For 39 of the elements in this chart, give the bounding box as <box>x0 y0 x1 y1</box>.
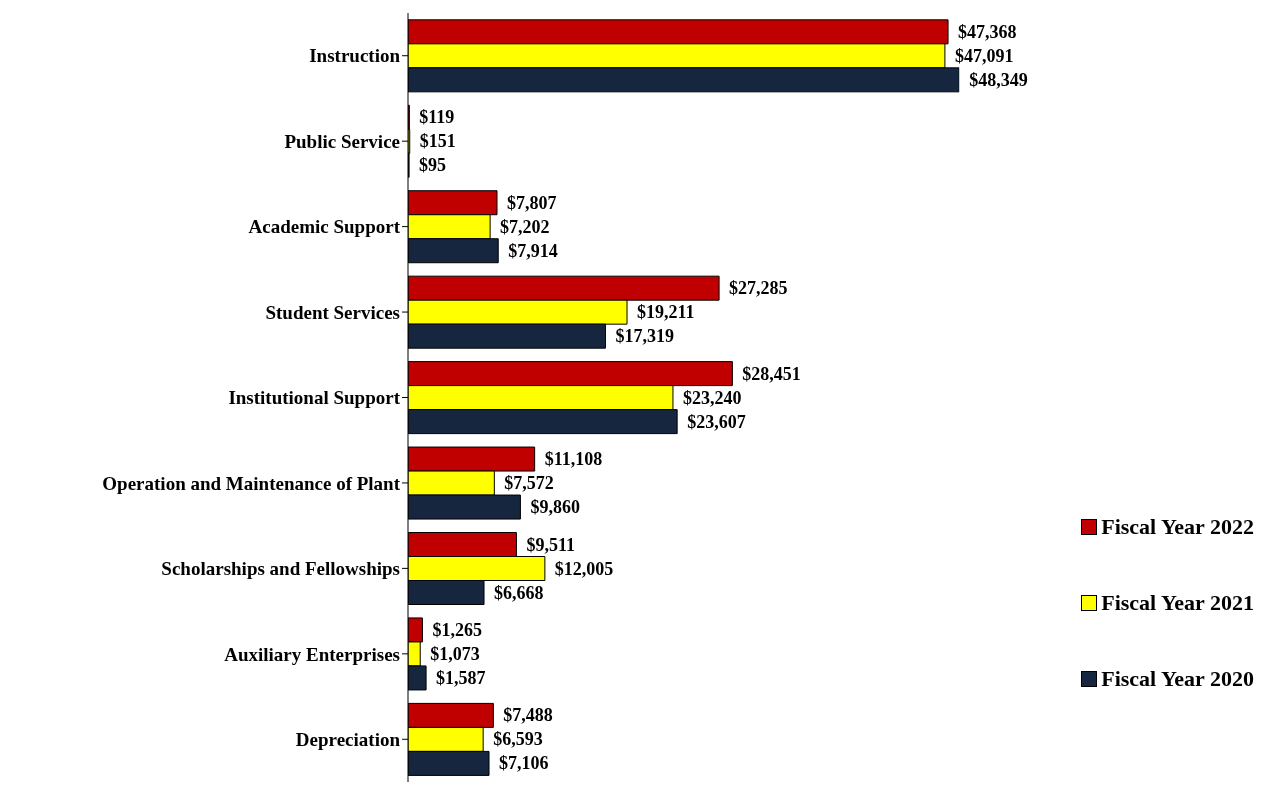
data-label: $19,211 <box>637 302 695 323</box>
y-tick-label: Public Service <box>284 130 400 152</box>
data-label: $1,073 <box>430 643 480 664</box>
data-label: $9,511 <box>526 534 575 555</box>
data-label: $47,091 <box>954 45 1014 66</box>
data-label: $119 <box>419 107 455 128</box>
y-tick-label: Instruction <box>309 45 401 67</box>
data-label: $12,005 <box>554 558 614 579</box>
data-label: $23,607 <box>687 411 746 432</box>
y-tick-label: Institutional Support <box>228 387 401 409</box>
data-label: $7,807 <box>507 192 557 213</box>
y-tick-label: Depreciation <box>295 729 401 751</box>
data-label: $28,451 <box>742 363 801 384</box>
data-label: $47,368 <box>958 21 1017 42</box>
legend-label: Fiscal Year 2020 <box>1101 666 1254 692</box>
data-label: $7,488 <box>503 705 553 726</box>
data-label: $48,349 <box>969 69 1028 90</box>
data-label: $151 <box>419 131 456 152</box>
data-label: $1,587 <box>436 667 486 688</box>
data-label: $7,914 <box>508 240 558 261</box>
data-label: $7,572 <box>504 473 554 494</box>
y-tick-label: Auxiliary Enterprises <box>224 643 400 665</box>
data-label: $95 <box>419 155 447 176</box>
y-tick-label: Scholarships and Fellowships <box>161 558 400 580</box>
data-label: $27,285 <box>729 278 788 299</box>
data-label: $1,265 <box>432 619 482 640</box>
y-tick-label: Operation and Maintenance of Plant <box>102 472 401 494</box>
y-tick-label: Academic Support <box>248 216 401 238</box>
data-label: $6,593 <box>493 729 543 750</box>
data-label: $11,108 <box>544 449 603 470</box>
data-label: $9,860 <box>530 497 580 518</box>
y-tick-label: Student Services <box>265 301 400 323</box>
legend-label: Fiscal Year 2022 <box>1101 514 1254 540</box>
data-label: $7,202 <box>500 216 550 237</box>
data-label: $17,319 <box>615 326 674 347</box>
data-label: $7,106 <box>499 753 549 774</box>
legend-label: Fiscal Year 2021 <box>1101 590 1254 616</box>
data-label: $6,668 <box>494 582 544 603</box>
data-label: $23,240 <box>682 387 742 408</box>
